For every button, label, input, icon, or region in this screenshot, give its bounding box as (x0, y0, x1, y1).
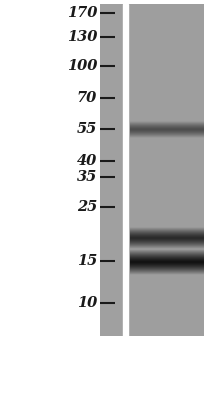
Text: 70: 70 (77, 91, 97, 105)
Bar (123, 4, 128, 336)
Text: 130: 130 (67, 30, 97, 44)
Text: 25: 25 (77, 200, 97, 214)
Text: 15: 15 (77, 254, 97, 268)
Text: 100: 100 (67, 59, 97, 73)
Text: 40: 40 (77, 154, 97, 168)
Text: 10: 10 (77, 296, 97, 310)
Text: 55: 55 (77, 122, 97, 136)
Text: 35: 35 (77, 170, 97, 184)
Text: 170: 170 (67, 6, 97, 20)
